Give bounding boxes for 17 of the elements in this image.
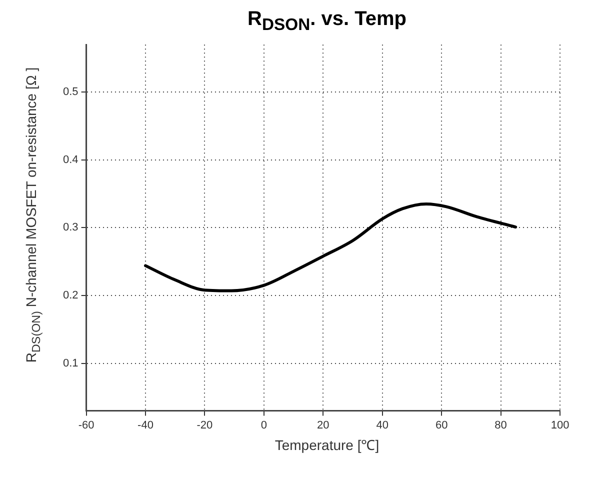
x-axis-title: Temperature [℃] [274, 437, 380, 453]
x-tick-label: -20 [196, 419, 213, 432]
x-tick-label: 40 [376, 419, 388, 432]
x-tick-label: -60 [78, 419, 94, 432]
y-tick-label: 0.4 [62, 154, 78, 166]
x-tick-label: 100 [550, 419, 570, 432]
y-tick-label: 0.3 [62, 222, 78, 234]
x-tick-label: 60 [435, 419, 448, 432]
y-tick-label: 0.5 [62, 86, 78, 98]
x-tick-label: 80 [494, 419, 507, 432]
chart-title: R$_{DSON}$. vs. Temp [248, 8, 406, 34]
x-tick-label: 0 [260, 419, 267, 432]
x-tick-label: 20 [317, 419, 330, 432]
y-tick-label: 0.1 [62, 357, 78, 370]
line-series [144, 202, 518, 292]
x-tick-label: -40 [138, 419, 154, 432]
y-tick-label: 0.2 [62, 290, 78, 302]
